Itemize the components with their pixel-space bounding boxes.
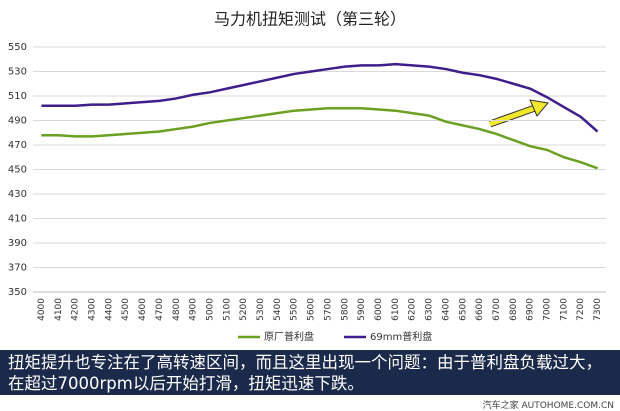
x-tick-label: 5100 — [222, 298, 232, 321]
x-tick-label: 5700 — [323, 298, 333, 321]
arrow-shaft — [489, 105, 536, 127]
chart-title: 马力机扭矩测试（第三轮） — [214, 10, 406, 29]
x-tick-label: 4600 — [138, 298, 148, 321]
x-tick-label: 7100 — [559, 298, 569, 321]
x-tick-label: 6100 — [391, 298, 401, 321]
x-tick-label: 4900 — [189, 298, 199, 321]
x-tick-label: 4700 — [155, 298, 165, 321]
y-tick-label: 470 — [8, 140, 27, 151]
x-tick-label: 6900 — [526, 298, 536, 321]
y-tick-label: 370 — [8, 263, 27, 274]
x-tick-label: 5300 — [256, 298, 266, 321]
legend-label: 69mm普利盘 — [370, 330, 432, 343]
x-tick-label: 6400 — [441, 298, 451, 321]
x-tick-label: 5500 — [290, 298, 300, 321]
x-tick-label: 4200 — [71, 298, 81, 321]
watermark: 汽车之家 AUTOHOME.COM.CN — [482, 401, 614, 411]
x-tick-label: 5000 — [205, 298, 215, 321]
x-tick-label: 6200 — [408, 298, 418, 321]
x-tick-label: 5900 — [357, 298, 367, 321]
y-tick-label: 450 — [8, 165, 27, 176]
chart: 马力机扭矩测试（第三轮） 350 370 390 410 430 450 470 490 510… — [8, 10, 606, 343]
y-tick-label: 490 — [8, 116, 27, 127]
annotation-arrow — [488, 99, 549, 128]
y-tick-label: 390 — [8, 238, 27, 249]
y-tick-label: 410 — [8, 214, 27, 225]
x-tick-label: 6300 — [425, 298, 435, 321]
x-tick-label: 5600 — [307, 298, 317, 321]
x-tick-label: 5800 — [340, 298, 350, 321]
x-tick-label: 6600 — [475, 298, 485, 321]
x-tick-label: 7200 — [576, 298, 586, 321]
x-tick-label: 4800 — [172, 298, 182, 321]
series-line — [41, 107, 599, 170]
x-tick-label: 4000 — [37, 298, 47, 321]
x-tick-label: 4300 — [87, 298, 97, 321]
y-tick-label: 550 — [8, 42, 27, 53]
x-tick-label: 6500 — [458, 298, 468, 321]
y-tick-label: 350 — [8, 287, 27, 298]
x-tick-label: 4500 — [121, 298, 131, 321]
x-tick-label: 6700 — [492, 298, 502, 321]
caption: 扭矩提升也专注在了高转速区间，而且这里出现一个问题：由于普利盘负载过大，在超过7… — [0, 350, 620, 395]
x-tick-label: 6000 — [374, 298, 384, 321]
x-tick-label: 7300 — [593, 298, 603, 321]
legend-label: 原厂普利盘 — [264, 330, 314, 343]
y-tick-label: 510 — [8, 91, 27, 102]
series-line — [41, 62, 599, 133]
x-tick-label: 6800 — [509, 298, 519, 321]
y-tick-label: 530 — [8, 67, 27, 78]
x-tick-label: 7000 — [543, 298, 553, 321]
y-tick-label: 430 — [8, 189, 27, 200]
x-tick-label: 5400 — [273, 298, 283, 321]
arrow-head — [529, 99, 549, 117]
x-tick-label: 4400 — [104, 298, 114, 321]
x-tick-label: 5200 — [239, 298, 249, 321]
x-tick-label: 4100 — [54, 298, 64, 321]
